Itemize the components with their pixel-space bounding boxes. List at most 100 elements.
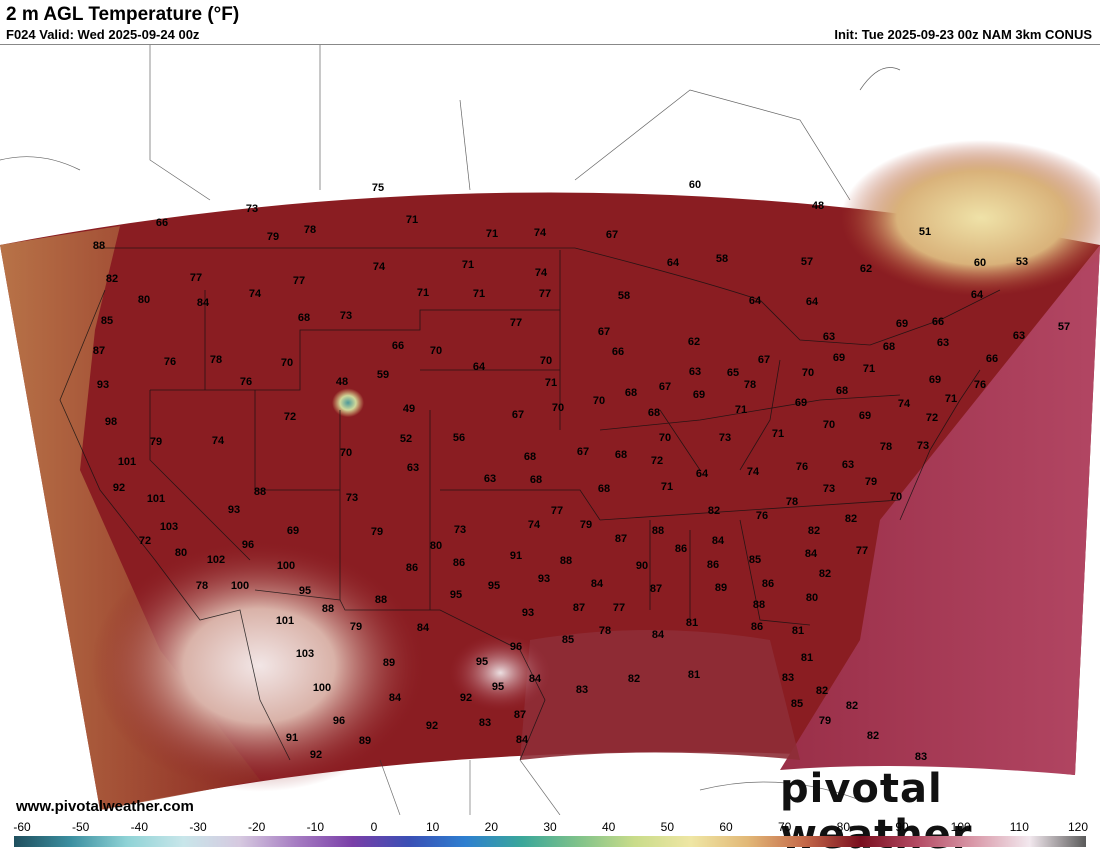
colorbar-tick: 100	[950, 820, 971, 834]
temp-label: 67	[598, 326, 610, 338]
temp-label: 95	[450, 589, 462, 601]
temp-label: 73	[346, 492, 358, 504]
temp-label: 82	[816, 685, 828, 697]
temp-label: 53	[1016, 256, 1028, 268]
temp-label: 77	[190, 272, 202, 284]
temp-label: 90	[636, 560, 648, 572]
temp-label: 70	[430, 345, 442, 357]
temp-label: 70	[281, 357, 293, 369]
temp-label: 89	[359, 735, 371, 747]
temp-label: 70	[823, 419, 835, 431]
temp-label: 74	[747, 466, 760, 478]
temp-label: 73	[917, 440, 929, 452]
footer-url[interactable]: www.pivotalweather.com	[16, 798, 194, 815]
temp-label: 96	[510, 641, 522, 653]
colorbar-tick: -30	[189, 820, 207, 834]
temp-label: 82	[867, 730, 879, 742]
cool-rockies	[280, 320, 480, 500]
temp-label: 70	[659, 432, 671, 444]
temp-label: 68	[598, 483, 610, 495]
cool-northeast	[560, 140, 1100, 440]
temp-label: 87	[514, 709, 526, 721]
temp-label: 84	[805, 548, 818, 560]
colorbar-tick: 120	[1067, 820, 1089, 834]
temp-label: 48	[336, 376, 348, 388]
temp-label: 69	[833, 352, 845, 364]
temp-label: 71	[772, 428, 784, 440]
temp-label: 69	[929, 374, 941, 386]
temp-label: 92	[460, 692, 472, 704]
temp-label: 78	[880, 441, 892, 453]
temp-label: 74	[534, 227, 547, 239]
temp-label: 67	[577, 446, 589, 458]
temp-label: 71	[473, 288, 485, 300]
temp-label: 84	[712, 535, 725, 547]
temp-label: 95	[492, 681, 504, 693]
temp-label: 93	[97, 379, 109, 391]
colorbar-tick-labels: -60 -50 -40 -30 -20 -10 0 10 20 30 40 50 60 70 80 90 100…	[0, 820, 1100, 834]
temperature-map[interactable]: 75 60 48 73 66 79 78 71 71 74 67 51 88 82 77 77 74 71 74 64…	[0, 45, 1100, 815]
temp-label: 93	[538, 573, 550, 585]
temp-label: 63	[1013, 330, 1025, 342]
temp-label: 88	[322, 603, 334, 615]
temp-label: 76	[240, 376, 252, 388]
colorbar-tick: -50	[71, 820, 90, 834]
temp-label: 81	[801, 652, 813, 664]
temp-label: 91	[286, 732, 298, 744]
temp-label: 86	[762, 578, 774, 590]
temp-label: 80	[138, 294, 150, 306]
temp-label: 70	[593, 395, 605, 407]
colorbar-tick: 10	[425, 820, 440, 834]
temp-label: 67	[512, 409, 524, 421]
temp-label: 84	[591, 578, 604, 590]
temp-label: 86	[707, 559, 719, 571]
temp-label: 84	[529, 673, 542, 685]
temp-label: 69	[693, 389, 705, 401]
temp-label: 52	[400, 433, 412, 445]
temp-label: 72	[284, 411, 296, 423]
colorbar-tick: 90	[895, 820, 909, 834]
temp-label: 82	[106, 273, 118, 285]
temp-label: 96	[333, 715, 345, 727]
temp-label: 89	[715, 582, 727, 594]
temp-label: 79	[150, 436, 162, 448]
temp-label: 84	[652, 629, 665, 641]
temp-label: 78	[744, 379, 756, 391]
temp-label: 73	[454, 524, 466, 536]
temp-label: 78	[786, 496, 798, 508]
temp-label: 91	[510, 550, 522, 562]
temp-label: 71	[406, 214, 418, 226]
pacific-ocean	[0, 226, 260, 810]
temp-label: 88	[560, 555, 572, 567]
temp-label: 88	[254, 486, 266, 498]
temp-label: 88	[652, 525, 664, 537]
temp-label: 66	[932, 316, 944, 328]
temp-label: 71	[945, 393, 957, 405]
temp-label: 68	[648, 407, 660, 419]
temp-label: 76	[974, 379, 986, 391]
temp-label: 71	[462, 259, 474, 271]
temp-label: 63	[937, 337, 949, 349]
temp-label: 58	[618, 290, 630, 302]
temp-label: 68	[883, 341, 895, 353]
temp-label: 84	[197, 297, 210, 309]
temp-label: 77	[293, 275, 305, 287]
colorbar-tick: 110	[1009, 820, 1029, 834]
temp-label: 72	[651, 455, 663, 467]
temp-label: 79	[371, 526, 383, 538]
temp-label: 79	[580, 519, 592, 531]
temp-label: 57	[1058, 321, 1070, 333]
temp-label: 98	[105, 416, 117, 428]
temp-label: 66	[392, 340, 404, 352]
temp-label: 74	[898, 398, 911, 410]
temp-label: 56	[453, 432, 465, 444]
temp-label: 59	[377, 369, 389, 381]
temp-label: 77	[551, 505, 563, 517]
temp-label: 64	[667, 257, 680, 269]
temp-label: 74	[373, 261, 386, 273]
temp-label: 86	[751, 621, 763, 633]
temperature-labels: 75 60 48 73 66 79 78 71 71 74 67 51 88 82 77 77 74 71 74 64…	[93, 179, 1070, 763]
temp-label: 82	[846, 700, 858, 712]
temp-label: 68	[625, 387, 637, 399]
temp-label: 78	[304, 224, 316, 236]
